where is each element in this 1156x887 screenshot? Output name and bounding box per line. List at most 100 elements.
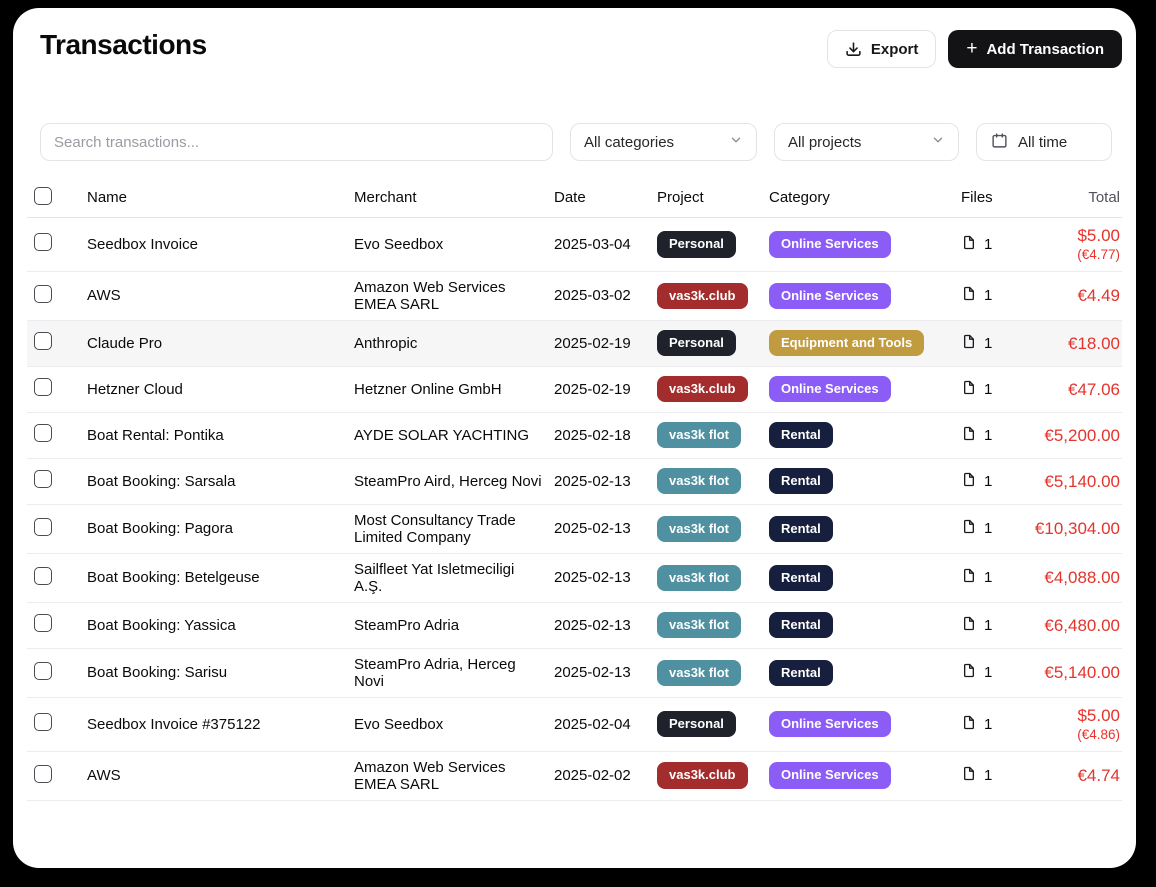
- column-header-project: Project: [657, 189, 704, 206]
- category-badge[interactable]: Online Services: [769, 376, 891, 403]
- total-amount: $5.00: [1077, 705, 1120, 725]
- transaction-date: 2025-02-13: [554, 472, 631, 490]
- projects-select[interactable]: All projects: [774, 123, 959, 161]
- row-checkbox[interactable]: [34, 614, 52, 633]
- file-icon: [961, 518, 977, 539]
- category-badge[interactable]: Rental: [769, 612, 833, 639]
- files-count: 1: [984, 767, 993, 785]
- category-badge[interactable]: Online Services: [769, 282, 891, 309]
- table-row[interactable]: Boat Booking: Pagora Most Consultancy Tr…: [27, 504, 1122, 554]
- category-badge[interactable]: Rental: [769, 564, 833, 591]
- table-row[interactable]: Hetzner Cloud Hetzner Online GmbH 2025-0…: [27, 366, 1122, 413]
- project-badge[interactable]: Personal: [657, 231, 736, 258]
- row-checkbox[interactable]: [34, 517, 52, 536]
- project-cell: vas3k flot: [657, 515, 769, 542]
- select-all-cell: [27, 186, 87, 209]
- files-cell: 1: [961, 333, 1019, 354]
- row-select-cell: [27, 713, 87, 735]
- category-badge[interactable]: Rental: [769, 422, 833, 449]
- table-row[interactable]: AWS Amazon Web Services EMEA SARL 2025-0…: [27, 751, 1122, 801]
- row-checkbox[interactable]: [34, 233, 52, 252]
- project-cell: vas3k.club: [657, 762, 769, 789]
- project-cell: Personal: [657, 711, 769, 738]
- files-cell: 1: [961, 567, 1019, 588]
- row-checkbox[interactable]: [34, 378, 52, 397]
- project-badge[interactable]: vas3k flot: [657, 515, 741, 542]
- total-converted-amount: (€4.77): [1077, 247, 1120, 263]
- row-select-cell: [27, 614, 87, 636]
- table-row[interactable]: Boat Booking: Sarisu SteamPro Adria, Her…: [27, 648, 1122, 698]
- project-cell: vas3k flot: [657, 564, 769, 591]
- table-row[interactable]: Claude Pro Anthropic 2025-02-19 Personal…: [27, 320, 1122, 367]
- table-row[interactable]: Seedbox Invoice Evo Seedbox 2025-03-04 P…: [27, 218, 1122, 272]
- project-badge[interactable]: vas3k flot: [657, 612, 741, 639]
- category-cell: Rental: [769, 515, 961, 542]
- files-count: 1: [984, 569, 993, 587]
- transaction-date: 2025-02-13: [554, 569, 631, 587]
- transaction-name: Boat Booking: Betelgeuse: [87, 569, 260, 587]
- add-transaction-button[interactable]: + Add Transaction: [948, 30, 1122, 68]
- table-row[interactable]: Seedbox Invoice #375122 Evo Seedbox 2025…: [27, 697, 1122, 752]
- total-cell: €10,304.00: [1019, 518, 1122, 539]
- files-count: 1: [984, 616, 993, 634]
- table-row[interactable]: AWS Amazon Web Services EMEA SARL 2025-0…: [27, 271, 1122, 321]
- project-badge[interactable]: Personal: [657, 330, 736, 357]
- total-amount: €5,140.00: [1044, 663, 1120, 683]
- column-header-name: Name: [87, 189, 128, 206]
- files-count: 1: [984, 472, 993, 490]
- categories-select[interactable]: All categories: [570, 123, 757, 161]
- project-badge[interactable]: vas3k flot: [657, 564, 741, 591]
- row-checkbox[interactable]: [34, 661, 52, 680]
- row-checkbox[interactable]: [34, 566, 52, 585]
- total-amount: €5,200.00: [1044, 425, 1120, 445]
- row-checkbox[interactable]: [34, 284, 52, 303]
- row-checkbox[interactable]: [34, 424, 52, 443]
- row-select-cell: [27, 661, 87, 684]
- project-cell: vas3k flot: [657, 468, 769, 495]
- categories-select-value: All categories: [584, 133, 675, 151]
- table-row[interactable]: Boat Booking: Yassica SteamPro Adria 202…: [27, 602, 1122, 649]
- column-header-merchant: Merchant: [354, 189, 417, 206]
- total-cell: €5,200.00: [1019, 425, 1122, 446]
- column-header-total: Total: [1088, 189, 1120, 206]
- table-row[interactable]: Boat Booking: Sarsala SteamPro Aird, Her…: [27, 458, 1122, 505]
- file-icon: [961, 714, 977, 735]
- project-badge[interactable]: Personal: [657, 711, 736, 738]
- category-badge[interactable]: Equipment and Tools: [769, 330, 925, 357]
- row-checkbox[interactable]: [34, 713, 52, 732]
- project-badge[interactable]: vas3k flot: [657, 659, 741, 686]
- transaction-name: Claude Pro: [87, 334, 163, 352]
- table-row[interactable]: Boat Booking: Betelgeuse Sailfleet Yat I…: [27, 553, 1122, 603]
- category-badge[interactable]: Online Services: [769, 762, 891, 789]
- row-checkbox[interactable]: [34, 764, 52, 783]
- calendar-icon: [991, 132, 1008, 153]
- row-checkbox[interactable]: [34, 332, 52, 351]
- total-cell: €4.74: [1019, 765, 1122, 786]
- category-badge[interactable]: Rental: [769, 468, 833, 495]
- file-icon: [961, 567, 977, 588]
- category-badge[interactable]: Rental: [769, 659, 833, 686]
- project-badge[interactable]: vas3k.club: [657, 762, 748, 789]
- transaction-name: AWS: [87, 767, 121, 785]
- project-badge[interactable]: vas3k flot: [657, 422, 741, 449]
- category-badge[interactable]: Online Services: [769, 231, 891, 258]
- category-badge[interactable]: Rental: [769, 515, 833, 542]
- files-cell: 1: [961, 765, 1019, 786]
- row-checkbox[interactable]: [34, 470, 52, 489]
- date-range-button[interactable]: All time: [976, 123, 1112, 161]
- project-badge[interactable]: vas3k.club: [657, 282, 748, 309]
- search-box[interactable]: [40, 123, 553, 161]
- total-amount: €18.00: [1068, 333, 1120, 353]
- export-button[interactable]: Export: [826, 30, 937, 68]
- project-badge[interactable]: vas3k.club: [657, 376, 748, 403]
- search-input[interactable]: [54, 133, 539, 151]
- project-badge[interactable]: vas3k flot: [657, 468, 741, 495]
- category-badge[interactable]: Online Services: [769, 711, 891, 738]
- column-header-date: Date: [554, 189, 586, 206]
- files-cell: 1: [961, 425, 1019, 446]
- table-row[interactable]: Boat Rental: Pontika AYDE SOLAR YACHTING…: [27, 412, 1122, 459]
- file-icon: [961, 662, 977, 683]
- files-count: 1: [984, 664, 993, 682]
- select-all-checkbox[interactable]: [34, 186, 52, 205]
- chevron-down-icon: [931, 133, 945, 151]
